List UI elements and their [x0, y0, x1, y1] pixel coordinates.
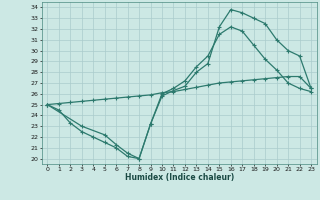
- X-axis label: Humidex (Indice chaleur): Humidex (Indice chaleur): [124, 173, 234, 182]
